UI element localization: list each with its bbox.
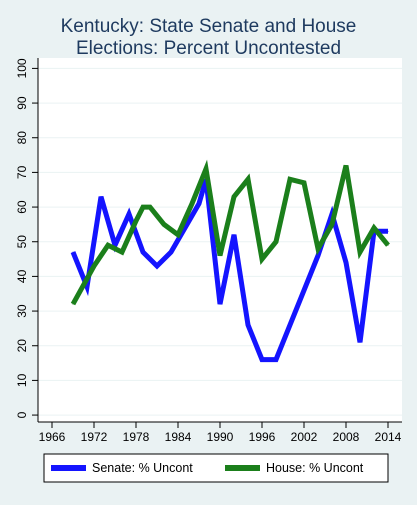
- data-point-s0-21: [359, 341, 361, 343]
- data-point-s0-2: [100, 196, 102, 198]
- x-tick-label-2008: 2008: [333, 430, 360, 444]
- data-point-s0-18: [317, 255, 319, 257]
- y-tick-label-90: 90: [15, 96, 29, 110]
- data-point-s0-8: [184, 227, 186, 229]
- series-lines: [70, 159, 390, 363]
- chart-title-line-1: Kentucky: State Senate and House: [61, 16, 357, 37]
- y-tick-label-40: 40: [15, 269, 29, 283]
- y-tick-label-60: 60: [15, 200, 29, 214]
- data-point-s0-4: [128, 213, 130, 215]
- x-tick-label-1978: 1978: [123, 430, 150, 444]
- x-tick-label-1966: 1966: [39, 430, 66, 444]
- data-point-s1-7: [163, 223, 165, 225]
- data-point-s1-5: [142, 206, 144, 208]
- data-point-s0-9: [198, 203, 200, 205]
- data-point-s1-19: [331, 223, 333, 225]
- data-point-s0-15: [275, 359, 277, 361]
- legend-label-1: House: % Uncont: [266, 461, 364, 475]
- data-point-s1-20: [345, 164, 347, 166]
- data-point-s1-17: [303, 182, 305, 184]
- data-point-s1-21: [359, 251, 361, 253]
- data-point-s0-11: [219, 303, 221, 305]
- legend-box: [43, 453, 389, 483]
- data-point-s0-0: [72, 251, 74, 253]
- y-tick-label-100: 100: [15, 58, 29, 78]
- y-tick-label-80: 80: [15, 131, 29, 145]
- data-point-s1-1: [93, 265, 95, 267]
- data-point-s1-18: [317, 248, 319, 250]
- data-point-s1-12: [233, 196, 235, 198]
- chart-title-line-2: Elections: Percent Uncontested: [76, 38, 341, 59]
- data-point-s0-12: [233, 234, 235, 236]
- data-point-s0-23: [387, 230, 389, 232]
- x-tick-label-1996: 1996: [249, 430, 276, 444]
- data-point-s1-9: [191, 203, 193, 205]
- legend-label-0: Senate: % Uncont: [92, 461, 193, 475]
- grid-lines: [38, 67, 402, 416]
- data-point-s1-11: [219, 255, 221, 257]
- y-tick-label-50: 50: [15, 235, 29, 249]
- y-tick-label-20: 20: [15, 339, 29, 353]
- data-point-s0-16: [289, 324, 291, 326]
- x-tick-label-2014: 2014: [375, 430, 402, 444]
- data-point-s0-14: [261, 359, 263, 361]
- data-point-s1-0: [72, 303, 74, 305]
- data-point-s1-13: [247, 178, 249, 180]
- data-point-s1-3: [121, 251, 123, 253]
- data-point-s0-3: [114, 244, 116, 246]
- data-point-s0-7: [170, 251, 172, 253]
- y-tick-label-0: 0: [15, 411, 29, 418]
- y-tick-label-70: 70: [15, 165, 29, 179]
- data-point-s0-17: [303, 289, 305, 291]
- data-point-s1-8: [177, 234, 179, 236]
- series-line-1: [70, 159, 390, 306]
- x-tick-label-1972: 1972: [81, 430, 108, 444]
- data-point-s1-15: [275, 241, 277, 243]
- data-point-s1-10: [205, 168, 207, 170]
- data-point-s1-23: [387, 244, 389, 246]
- data-point-s0-1: [86, 286, 88, 288]
- data-point-s0-20: [345, 262, 347, 264]
- x-tick-label-1984: 1984: [165, 430, 192, 444]
- data-point-s0-13: [247, 324, 249, 326]
- legend: Senate: % Uncont House: % Uncont: [51, 461, 364, 475]
- data-point-s0-5: [142, 251, 144, 253]
- x-tick-label-1990: 1990: [207, 430, 234, 444]
- data-point-s1-4: [135, 220, 137, 222]
- data-point-s1-2: [107, 244, 109, 246]
- data-point-s0-6: [156, 265, 158, 267]
- y-tick-label-10: 10: [15, 373, 29, 387]
- y-tick-label-30: 30: [15, 304, 29, 318]
- data-point-s1-6: [149, 206, 151, 208]
- data-point-s1-14: [261, 258, 263, 260]
- data-point-s1-22: [373, 227, 375, 229]
- axes: 0 10 20 30 40 50 60 70 80 90 100 1966 1972 1978 1984 19…: [15, 58, 402, 444]
- x-tick-label-2002: 2002: [291, 430, 318, 444]
- data-point-s1-16: [289, 178, 291, 180]
